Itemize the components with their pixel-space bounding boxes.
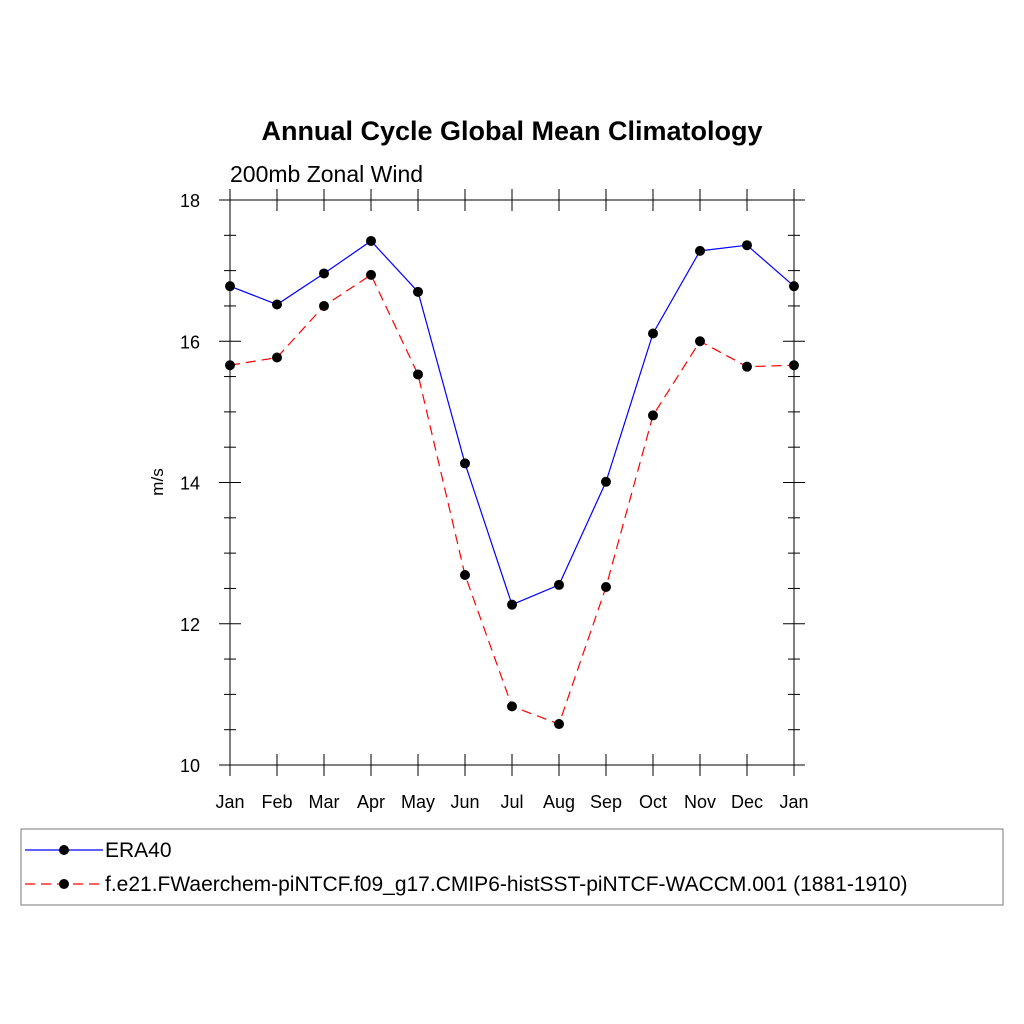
y-tick-label: 10 <box>180 756 200 776</box>
data-point <box>319 268 329 279</box>
x-tick-label: Mar <box>309 792 340 812</box>
data-point <box>742 240 752 251</box>
legend-box <box>20 828 1004 906</box>
data-point <box>225 360 235 371</box>
legend-entry-2: f.e21.FWaerchem-piNTCF.f09_g17.CMIP6-his… <box>25 873 908 896</box>
x-tick-label: Apr <box>357 792 385 812</box>
data-point <box>272 352 282 363</box>
x-tick-label: Jul <box>500 792 523 812</box>
data-point <box>601 476 611 487</box>
data-point <box>554 719 564 730</box>
x-tick-label: Aug <box>543 792 575 812</box>
data-point <box>695 336 705 347</box>
data-point <box>366 269 376 280</box>
data-point <box>460 458 470 469</box>
x-tick-label: May <box>401 792 435 812</box>
series-line <box>229 273 795 725</box>
x-tick-label: Feb <box>261 792 292 812</box>
legend-marker <box>59 845 69 855</box>
y-tick-label: 16 <box>180 332 200 352</box>
data-point <box>742 361 752 372</box>
y-tick-label: 12 <box>180 615 200 635</box>
data-point <box>413 286 423 297</box>
plot-frame <box>229 199 795 766</box>
legend-marker <box>59 879 69 889</box>
series-1 <box>225 235 799 610</box>
data-point <box>272 299 282 310</box>
data-point <box>507 599 517 610</box>
legend-label: f.e21.FWaerchem-piNTCF.f09_g17.CMIP6-his… <box>105 873 908 896</box>
y-tick-label: 18 <box>180 191 200 211</box>
series-2 <box>225 269 799 730</box>
data-point <box>648 410 658 421</box>
x-tick-label: Oct <box>639 792 667 812</box>
data-point <box>225 281 235 292</box>
legend-entry-1: ERA40 <box>25 839 172 862</box>
data-point <box>601 582 611 593</box>
data-point <box>695 245 705 256</box>
data-point <box>366 235 376 246</box>
x-tick-label: Dec <box>731 792 763 812</box>
x-tick-label: Sep <box>590 792 622 812</box>
y-tick-label: 14 <box>180 474 200 494</box>
legend-label: ERA40 <box>105 839 172 862</box>
x-tick-label: Jan <box>215 792 244 812</box>
data-point <box>789 281 799 292</box>
axis-ticks: Jan Feb Mar Apr May Jun Jul Aug Sep Oct Nov Dec Jan 1… <box>180 189 809 812</box>
x-tick-label: Jun <box>450 792 479 812</box>
y-axis-label: m/s <box>148 468 167 495</box>
data-point <box>648 328 658 339</box>
legend: ERA40 f.e21.FWaerchem-piNTCF.f09_g17.CMIP… <box>20 828 1004 906</box>
chart-title: Annual Cycle Global Mean Climatology <box>261 116 762 146</box>
data-point <box>460 570 470 581</box>
data-point <box>319 300 329 311</box>
series-layer <box>225 235 799 730</box>
data-point <box>507 701 517 712</box>
chart-subtitle: 200mb Zonal Wind <box>230 161 423 187</box>
x-tick-label: Nov <box>684 792 716 812</box>
data-point <box>413 369 423 380</box>
data-point <box>789 360 799 371</box>
series-line <box>229 240 795 606</box>
data-point <box>554 579 564 590</box>
x-tick-label: Jan <box>779 792 808 812</box>
